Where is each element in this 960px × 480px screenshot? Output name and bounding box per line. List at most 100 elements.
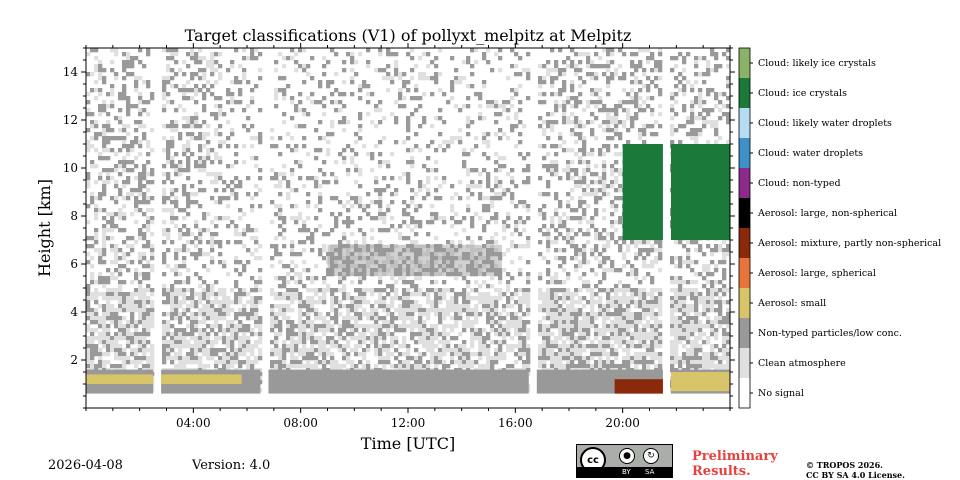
texture-cell <box>114 340 119 345</box>
texture-cell <box>178 316 183 321</box>
texture-cell <box>358 316 363 321</box>
texture-cell <box>290 268 295 273</box>
texture-cell <box>390 276 395 281</box>
texture-cell <box>150 312 155 317</box>
texture-cell <box>502 252 507 257</box>
texture-cell <box>122 52 127 57</box>
texture-cell <box>558 364 563 369</box>
texture-cell <box>94 240 99 245</box>
texture-cell <box>114 324 119 329</box>
texture-cell <box>270 256 275 261</box>
texture-cell <box>378 196 383 201</box>
texture-cell <box>586 328 591 333</box>
texture-cell <box>498 168 503 173</box>
texture-cell <box>378 152 383 157</box>
texture-cell <box>438 216 443 221</box>
texture-cell <box>418 180 423 185</box>
texture-cell <box>574 316 579 321</box>
texture-cell <box>326 272 331 277</box>
texture-cell <box>442 256 447 261</box>
texture-cell <box>94 216 99 221</box>
texture-cell <box>586 52 591 57</box>
texture-cell <box>106 276 111 281</box>
texture-cell <box>210 64 215 69</box>
texture-cell <box>250 236 255 241</box>
texture-cell <box>242 144 247 149</box>
texture-cell <box>502 224 507 229</box>
texture-cell <box>130 144 135 149</box>
texture-cell <box>438 340 443 345</box>
texture-cell <box>210 92 215 97</box>
texture-cell <box>462 348 467 353</box>
texture-cell <box>486 308 491 313</box>
texture-cell <box>342 156 347 161</box>
texture-cell <box>422 268 427 273</box>
texture-cell <box>610 120 615 125</box>
texture-cell <box>334 308 339 313</box>
texture-cell <box>578 344 583 349</box>
texture-cell <box>442 360 447 365</box>
texture-cell <box>374 364 379 369</box>
texture-cell <box>102 188 107 193</box>
texture-cell <box>606 120 611 125</box>
texture-cell <box>558 216 563 221</box>
texture-cell <box>546 192 551 197</box>
texture-cell <box>570 128 575 133</box>
texture-cell <box>174 120 179 125</box>
texture-cell <box>142 300 147 305</box>
texture-cell <box>114 356 119 361</box>
texture-cell <box>226 300 231 305</box>
texture-cell <box>278 320 283 325</box>
texture-cell <box>110 348 115 353</box>
texture-cell <box>150 288 155 293</box>
texture-cell <box>246 116 251 121</box>
texture-cell <box>138 344 143 349</box>
texture-cell <box>526 76 531 81</box>
texture-cell <box>310 232 315 237</box>
texture-cell <box>106 316 111 321</box>
texture-cell <box>394 316 399 321</box>
texture-cell <box>234 324 239 329</box>
texture-cell <box>182 288 187 293</box>
texture-cell <box>378 336 383 341</box>
texture-cell <box>258 52 263 57</box>
texture-cell <box>446 340 451 345</box>
texture-cell <box>470 120 475 125</box>
texture-cell <box>218 324 223 329</box>
texture-cell <box>378 324 383 329</box>
texture-cell <box>278 52 283 57</box>
texture-cell <box>342 296 347 301</box>
texture-cell <box>94 96 99 101</box>
texture-cell <box>254 316 259 321</box>
texture-cell <box>110 308 115 313</box>
texture-cell <box>170 312 175 317</box>
texture-cell <box>518 140 523 145</box>
texture-cell <box>586 336 591 341</box>
texture-cell <box>302 184 307 189</box>
texture-cell <box>478 252 483 257</box>
texture-cell <box>98 352 103 357</box>
texture-cell <box>510 48 515 53</box>
texture-cell <box>174 280 179 285</box>
texture-cell <box>334 316 339 321</box>
texture-cell <box>442 176 447 181</box>
texture-cell <box>430 244 435 249</box>
texture-cell <box>250 276 255 281</box>
texture-cell <box>582 188 587 193</box>
texture-cell <box>434 196 439 201</box>
texture-cell <box>542 100 547 105</box>
texture-cell <box>406 128 411 133</box>
texture-cell <box>278 172 283 177</box>
texture-cell <box>170 208 175 213</box>
texture-cell <box>234 292 239 297</box>
texture-cell <box>278 348 283 353</box>
texture-cell <box>410 356 415 361</box>
texture-cell <box>210 256 215 261</box>
texture-cell <box>218 356 223 361</box>
texture-cell <box>118 248 123 253</box>
texture-cell <box>434 56 439 61</box>
texture-cell <box>450 240 455 245</box>
texture-cell <box>114 52 119 57</box>
texture-cell <box>470 168 475 173</box>
texture-cell <box>418 320 423 325</box>
